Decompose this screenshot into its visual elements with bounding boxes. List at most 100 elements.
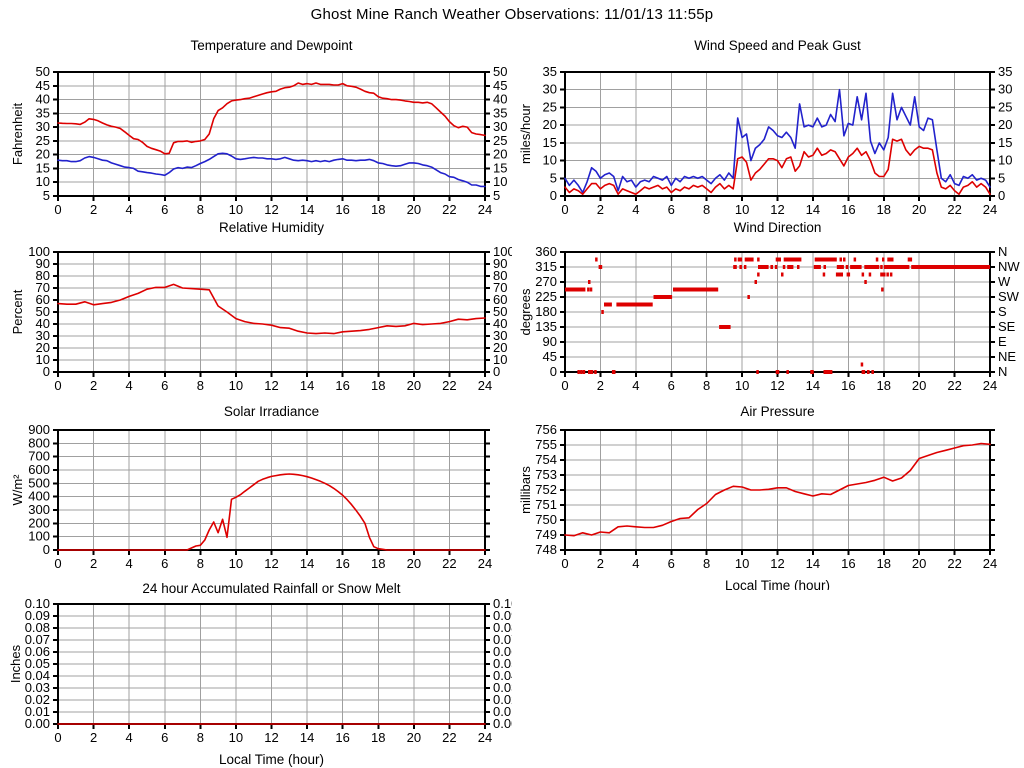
x-axis-labels: 0 2 4 6 8 10 12 14 16 18 20 22 24: [561, 378, 997, 393]
y-axis-title: W/m²: [10, 474, 25, 506]
svg-text:0.10: 0.10: [25, 596, 50, 611]
y-axis-labels: 0 5 10 15 20 25 30 35: [543, 64, 557, 203]
svg-text:40: 40: [36, 92, 50, 107]
svg-text:90: 90: [543, 334, 557, 349]
svg-text:25: 25: [543, 99, 557, 114]
svg-text:NE: NE: [998, 349, 1016, 364]
svg-text:0.07: 0.07: [493, 632, 512, 647]
svg-text:2: 2: [597, 378, 604, 393]
grid: [58, 604, 485, 724]
svg-text:20: 20: [407, 202, 421, 217]
svg-text:16: 16: [841, 378, 855, 393]
svg-text:22: 22: [442, 202, 456, 217]
svg-text:80: 80: [36, 268, 50, 283]
svg-text:6: 6: [161, 378, 168, 393]
svg-text:50: 50: [493, 64, 507, 79]
chart-wind-direction: Wind Direction04590135180225270315360NNE…: [518, 220, 1020, 393]
svg-text:0: 0: [54, 556, 61, 571]
svg-text:18: 18: [877, 202, 891, 217]
svg-text:16: 16: [335, 378, 349, 393]
svg-text:200: 200: [28, 515, 50, 530]
svg-text:749: 749: [535, 527, 557, 542]
grid: [565, 72, 990, 196]
svg-text:12: 12: [770, 202, 784, 217]
x-axis-title: Local Time (hour): [219, 752, 324, 767]
svg-text:24: 24: [478, 202, 492, 217]
y2-axis-labels: 0 5 10 15 20 25 30 35: [998, 64, 1012, 203]
svg-text:15: 15: [493, 160, 507, 175]
svg-text:2: 2: [90, 556, 97, 571]
svg-text:300: 300: [28, 502, 50, 517]
svg-text:8: 8: [197, 202, 204, 217]
y-axis-title: miles/hour: [518, 103, 533, 164]
x-axis-labels: 0 2 4 6 8 10 12 14 16 18 20 22 24: [54, 378, 492, 393]
svg-text:16: 16: [335, 730, 349, 745]
svg-text:10: 10: [229, 378, 243, 393]
svg-text:0: 0: [550, 364, 557, 379]
chart-temperature-dewpoint: Temperature and Dewpoint5101520253035404…: [10, 38, 507, 217]
x-axis-labels: 0 2 4 6 8 10 12 14 16 18 20 22 24: [561, 202, 997, 217]
grid: [58, 252, 485, 372]
svg-text:20: 20: [912, 378, 926, 393]
frame: [53, 71, 490, 201]
svg-text:2: 2: [597, 202, 604, 217]
chart-title: Solar Irradiance: [224, 404, 319, 419]
svg-text:12: 12: [264, 556, 278, 571]
svg-text:6: 6: [161, 202, 168, 217]
svg-text:100: 100: [493, 244, 512, 259]
svg-text:W: W: [998, 274, 1011, 289]
frame: [560, 429, 995, 555]
svg-text:14: 14: [300, 556, 314, 571]
svg-text:700: 700: [28, 449, 50, 464]
svg-text:8: 8: [197, 556, 204, 571]
x-axis-labels: 0 2 4 6 8 10 12 14 16 18 20 22 24: [54, 202, 492, 217]
svg-text:0.04: 0.04: [493, 668, 512, 683]
svg-text:70: 70: [36, 280, 50, 295]
svg-text:12: 12: [264, 378, 278, 393]
svg-text:10: 10: [735, 378, 749, 393]
series-irradiance: [57, 473, 486, 551]
svg-text:12: 12: [264, 202, 278, 217]
svg-text:600: 600: [28, 462, 50, 477]
svg-text:6: 6: [161, 556, 168, 571]
svg-text:135: 135: [535, 319, 557, 334]
svg-text:0: 0: [550, 188, 557, 203]
series-humidity: [57, 283, 486, 335]
svg-text:100: 100: [28, 529, 50, 544]
svg-text:0.02: 0.02: [25, 692, 50, 707]
svg-text:16: 16: [841, 202, 855, 217]
svg-text:30: 30: [998, 82, 1012, 97]
svg-text:22: 22: [947, 378, 961, 393]
x-axis-labels: 0 2 4 6 8 10 12 14 16 18 20 22 24: [54, 730, 492, 745]
svg-text:6: 6: [161, 730, 168, 745]
svg-text:10: 10: [543, 153, 557, 168]
svg-text:756: 756: [535, 422, 557, 437]
svg-text:25: 25: [493, 133, 507, 148]
svg-text:12: 12: [770, 378, 784, 393]
svg-text:30: 30: [493, 328, 507, 343]
series-wind-speed: [564, 138, 991, 195]
svg-text:0.05: 0.05: [25, 656, 50, 671]
svg-text:800: 800: [28, 435, 50, 450]
svg-text:20: 20: [407, 556, 421, 571]
svg-text:10: 10: [36, 174, 50, 189]
svg-text:400: 400: [28, 489, 50, 504]
svg-text:24: 24: [983, 378, 997, 393]
svg-text:45: 45: [493, 78, 507, 93]
svg-text:20: 20: [912, 202, 926, 217]
svg-text:E: E: [998, 334, 1007, 349]
svg-text:10: 10: [493, 174, 507, 189]
svg-text:315: 315: [535, 259, 557, 274]
svg-text:180: 180: [535, 304, 557, 319]
svg-text:2: 2: [597, 556, 604, 571]
svg-text:6: 6: [668, 556, 675, 571]
grid: [565, 430, 990, 550]
svg-text:5: 5: [550, 170, 557, 185]
svg-text:748: 748: [535, 542, 557, 557]
svg-text:22: 22: [947, 556, 961, 571]
svg-text:35: 35: [493, 105, 507, 120]
svg-text:90: 90: [493, 256, 507, 271]
